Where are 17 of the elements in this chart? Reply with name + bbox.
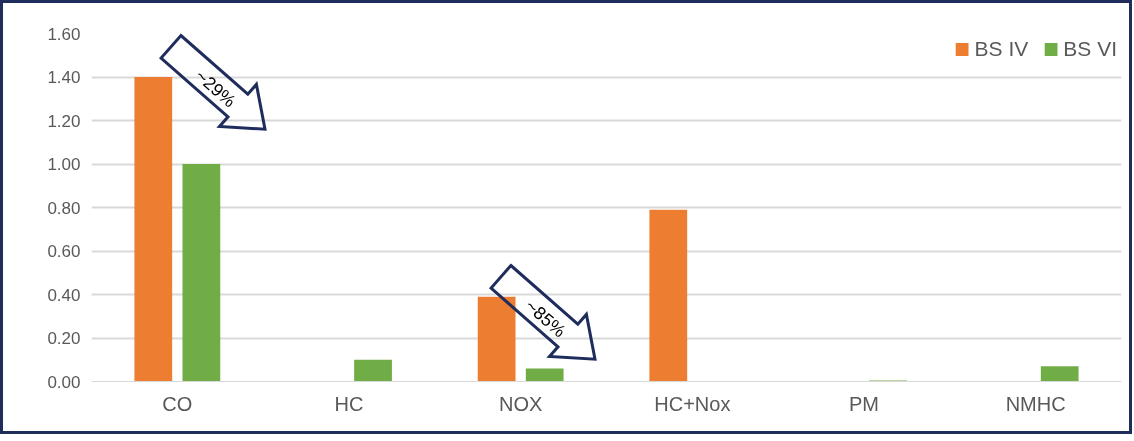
x-tick-label: HC+Nox	[654, 392, 731, 415]
y-tick-label: 1.00	[47, 155, 81, 174]
y-tick-label: 1.60	[47, 24, 81, 44]
y-tick-label: 0.20	[47, 329, 81, 348]
y-tick-label: 0.40	[47, 285, 81, 305]
y-tick-label: 0.00	[47, 372, 81, 392]
legend-label: BS IV	[974, 37, 1029, 61]
x-tick-label: PM	[849, 392, 879, 415]
y-tick-label: 0.60	[47, 242, 81, 261]
y-tick-label: 1.20	[47, 111, 81, 131]
legend-label: BS VI	[1063, 37, 1117, 61]
x-tick-label: NOX	[499, 392, 543, 415]
x-tick-label: HC	[334, 392, 364, 415]
x-tick-label: NMHC	[1005, 392, 1066, 415]
y-tick-label: 1.40	[47, 68, 81, 87]
y-tick-label: 0.80	[47, 198, 81, 218]
x-tick-label: CO	[162, 392, 193, 415]
